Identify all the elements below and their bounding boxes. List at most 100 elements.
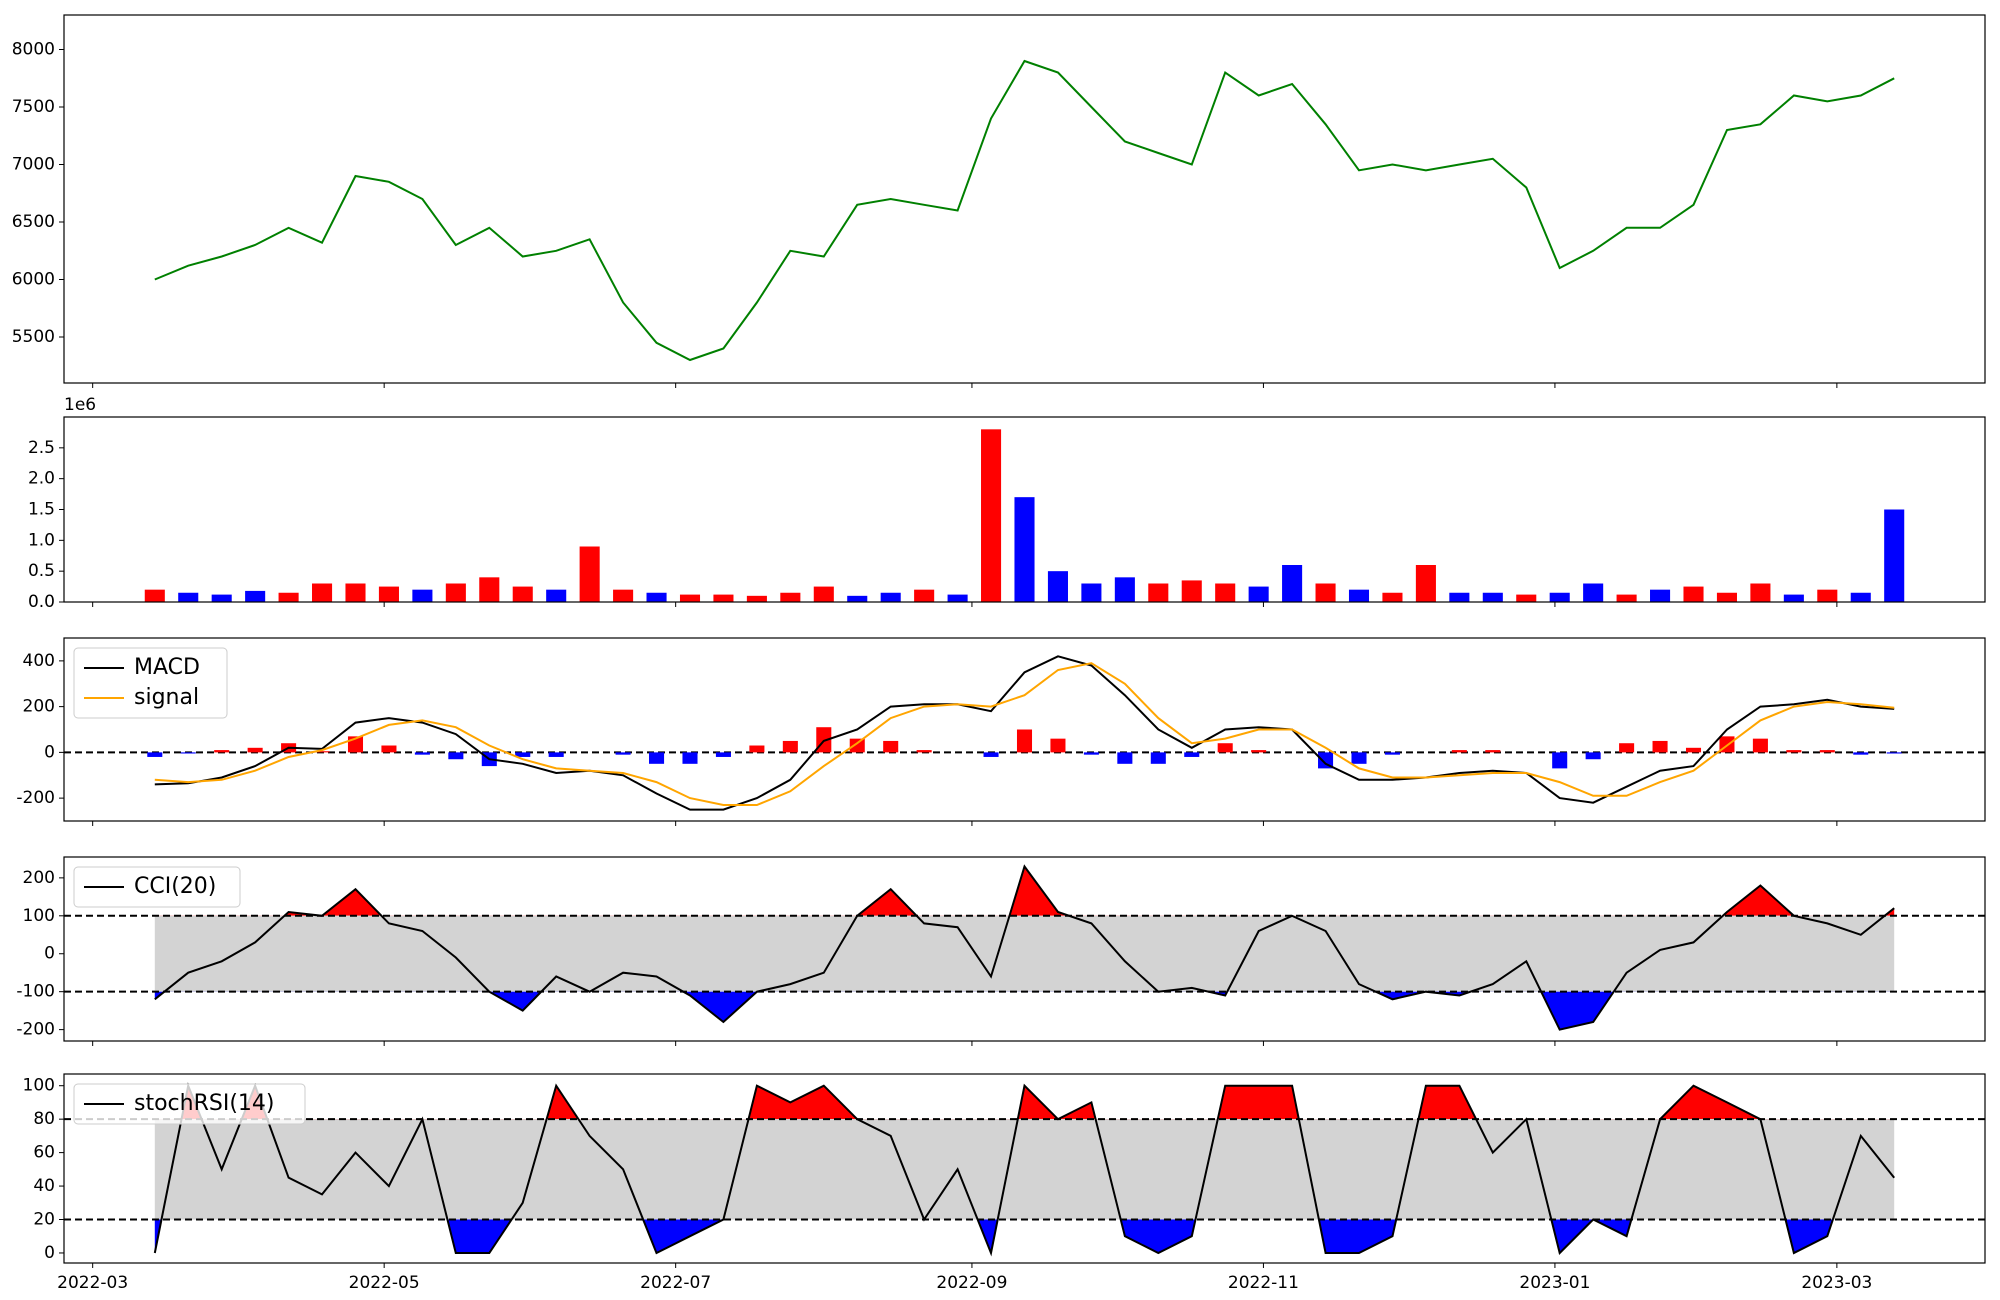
y-tick-label: 0 [44,1243,55,1263]
volume-bar [479,577,500,602]
volume-bar [1750,583,1771,602]
y-tick-label: -100 [16,982,55,1002]
volume-bar [679,594,701,602]
histogram-bar [1251,750,1267,753]
plot-area [154,59,1895,362]
histogram-bar [1318,752,1334,769]
histogram-bar [1351,752,1367,764]
y-tick-label: 200 [23,868,55,888]
axes-frame [63,14,1986,384]
y-tick-label: 400 [23,651,55,671]
legend-box [73,866,241,908]
axes-frame [63,1073,1986,1264]
volume-bar [312,583,333,602]
histogram-bar [849,738,865,753]
volume-bar [178,592,199,602]
histogram-bar [749,745,765,753]
volume-bar [546,589,567,602]
over-fill [154,866,1895,916]
band-fill [154,1119,1895,1220]
volume-bar [1282,565,1303,602]
histogram-bar [1752,738,1768,753]
histogram-bar [214,750,230,753]
histogram-bar [381,745,397,753]
histogram-bar [1050,738,1066,753]
volume-bar [746,595,767,602]
price-line [154,59,1895,362]
over-fill [181,1085,1761,1120]
volume-bar [1014,497,1035,602]
plot-area [144,429,1905,602]
histogram-bar [1083,752,1099,755]
histogram-bar [147,752,163,757]
y-tick-label: 1.0 [28,530,55,550]
histogram-bar [1652,740,1668,753]
volume-bar [1683,586,1704,602]
legend-box [73,647,228,719]
histogram-bar [247,747,263,753]
histogram-bar [414,752,430,755]
offset-label: 1e6 [64,395,96,415]
histogram-bar [548,752,564,757]
volume-bar [813,586,834,602]
volume-bar [579,546,600,602]
y-tick-label: 20 [33,1210,55,1230]
y-tick-label: -200 [16,788,55,808]
histogram-bar [314,751,330,753]
series-line [154,655,1895,811]
volume-bar [1583,583,1604,602]
y-tick-label: 7000 [12,155,55,175]
volume-bar [412,589,433,602]
legend-label: CCI(20) [134,874,216,899]
y-tick-label: 1.5 [28,500,55,520]
histogram-bar [448,752,464,760]
x-tick-label: 2023-03 [1801,1273,1872,1293]
y-tick-label: -200 [16,1020,55,1040]
plot-area [64,655,1985,811]
volume-bar [211,594,232,602]
y-tick-label: 7500 [12,97,55,117]
volume-bar [1549,592,1570,602]
histogram-bar [1016,729,1033,753]
volume-bar [847,595,868,602]
volume-bar [1415,565,1436,602]
y-tick-label: 6000 [12,270,55,290]
histogram-bar [983,752,999,757]
volume-bar [1248,586,1269,602]
histogram-bar [1184,752,1200,757]
y-tick-label: 0 [44,742,55,762]
volume-bar [1047,571,1068,602]
volume-bar [1884,509,1905,602]
y-tick-label: 60 [33,1143,55,1163]
y-tick-label: 2.5 [28,438,55,458]
y-tick-label: 40 [33,1176,55,1196]
histogram-bar [715,752,731,757]
volume-bar [245,590,266,602]
volume-bar [914,589,935,602]
volume-bar [144,589,165,602]
histogram-bar [782,740,798,753]
volume-bar [780,592,801,602]
legend-label: signal [134,685,199,710]
volume-bar [1716,592,1737,602]
volume-bar [1516,594,1537,602]
volume-bar [1081,583,1102,602]
volume-bar [1449,592,1470,602]
volume-bar [1382,592,1403,602]
volume-bar [1315,583,1336,602]
volume-bar [646,592,667,602]
x-tick-label: 2022-07 [640,1273,711,1293]
volume-bar [512,586,533,602]
volume-bar [613,589,634,602]
volume-bar [378,586,399,602]
volume-bar [1850,592,1871,602]
histogram-bar [1886,752,1902,754]
x-tick-label: 2022-05 [349,1273,420,1293]
histogram-bar [1819,750,1835,753]
volume-bar [880,592,901,602]
series-line [154,864,1895,1031]
histogram-bar [649,752,665,764]
histogram-bar [1451,750,1467,753]
